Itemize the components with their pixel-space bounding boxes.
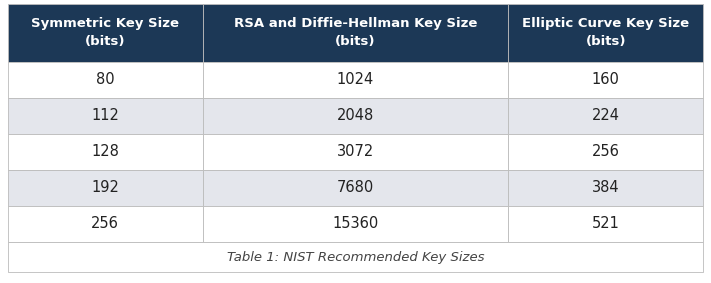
Bar (203, 206, 508, 242)
Bar (8, 170, 203, 206)
Bar (508, 4, 703, 62)
Text: 521: 521 (592, 216, 620, 231)
Bar (508, 170, 703, 206)
Text: 80: 80 (96, 72, 114, 87)
Text: 15360: 15360 (332, 216, 379, 231)
Text: 3072: 3072 (337, 145, 374, 160)
Bar (203, 98, 508, 134)
Bar (8, 134, 203, 170)
Bar (508, 98, 703, 134)
Bar (8, 98, 203, 134)
Bar (508, 206, 703, 242)
Bar (8, 206, 203, 242)
Text: 256: 256 (91, 216, 119, 231)
Text: 128: 128 (91, 145, 119, 160)
Bar (8, 242, 703, 272)
Text: 1024: 1024 (337, 72, 374, 87)
Text: RSA and Diffie-Hellman Key Size
(bits): RSA and Diffie-Hellman Key Size (bits) (234, 18, 477, 48)
Text: 160: 160 (592, 72, 620, 87)
Text: 7680: 7680 (337, 181, 374, 196)
Bar (203, 170, 508, 206)
Bar (508, 134, 703, 170)
Text: Elliptic Curve Key Size
(bits): Elliptic Curve Key Size (bits) (522, 18, 689, 48)
Bar (203, 134, 508, 170)
Text: 224: 224 (592, 108, 620, 123)
Text: 384: 384 (592, 181, 619, 196)
Text: 112: 112 (91, 108, 119, 123)
Bar (8, 62, 203, 98)
Bar (508, 62, 703, 98)
Bar (203, 62, 508, 98)
Bar (8, 4, 203, 62)
Text: Symmetric Key Size
(bits): Symmetric Key Size (bits) (31, 18, 179, 48)
Text: Table 1: NIST Recommended Key Sizes: Table 1: NIST Recommended Key Sizes (227, 250, 484, 263)
Text: 256: 256 (592, 145, 620, 160)
Bar (203, 4, 508, 62)
Text: 2048: 2048 (337, 108, 374, 123)
Text: 192: 192 (91, 181, 119, 196)
